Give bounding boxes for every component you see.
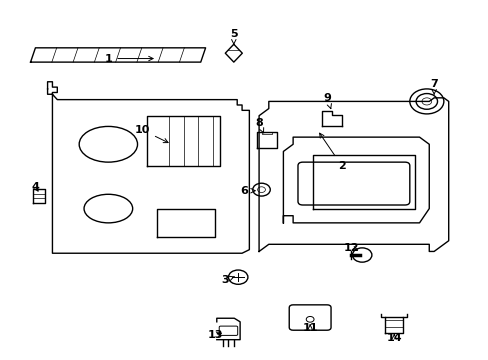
Text: 1: 1 xyxy=(104,54,153,64)
Text: 9: 9 xyxy=(323,93,331,109)
Text: 3: 3 xyxy=(221,275,234,285)
Text: 10: 10 xyxy=(134,125,168,143)
Text: 8: 8 xyxy=(255,118,263,133)
Text: 6: 6 xyxy=(240,186,255,196)
Text: 5: 5 xyxy=(229,28,237,44)
Text: 7: 7 xyxy=(429,78,437,94)
Text: 2: 2 xyxy=(319,133,345,171)
Text: 4: 4 xyxy=(31,182,39,192)
Text: 14: 14 xyxy=(386,333,401,343)
Text: 13: 13 xyxy=(207,330,223,341)
Text: 12: 12 xyxy=(343,243,359,253)
Text: 11: 11 xyxy=(302,323,317,333)
